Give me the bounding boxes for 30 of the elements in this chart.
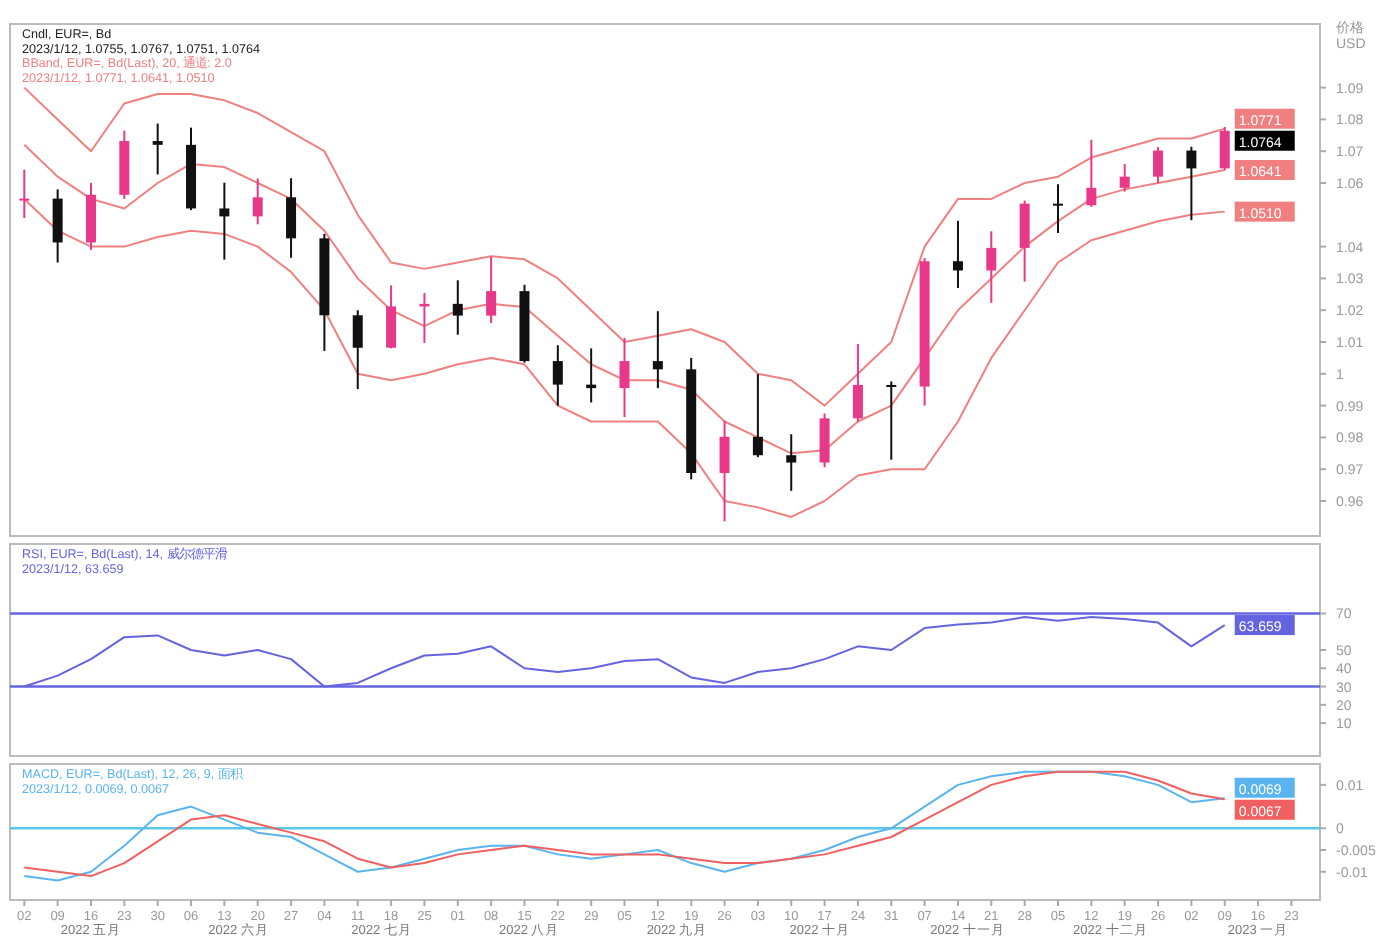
candlestick xyxy=(752,373,763,459)
candlestick xyxy=(1186,145,1197,222)
candlestick xyxy=(1219,126,1230,172)
candlestick xyxy=(252,177,263,226)
candlestick xyxy=(886,380,897,461)
candlestick xyxy=(219,181,230,261)
candlestick xyxy=(852,342,863,423)
candlestick xyxy=(1153,146,1164,185)
line-series xyxy=(23,86,1226,407)
candlestick xyxy=(1019,199,1030,283)
candlestick xyxy=(486,255,497,324)
candlestick xyxy=(152,122,163,176)
candlestick xyxy=(1086,138,1097,208)
candlestick xyxy=(85,182,96,251)
candlestick xyxy=(952,219,963,289)
candlestick xyxy=(52,188,63,264)
candlestick xyxy=(286,177,297,259)
candlestick xyxy=(719,419,730,523)
candlestick xyxy=(652,310,663,390)
candlestick xyxy=(452,279,463,336)
candlestick xyxy=(386,284,397,350)
candlestick xyxy=(986,230,997,304)
candlestick xyxy=(552,344,563,407)
candlestick xyxy=(1053,183,1063,234)
candlestick xyxy=(619,336,630,419)
candlestick xyxy=(352,309,363,391)
candlestick xyxy=(1119,162,1130,193)
candlestick xyxy=(786,433,797,492)
candlestick xyxy=(819,412,830,469)
candlestick xyxy=(19,168,30,219)
